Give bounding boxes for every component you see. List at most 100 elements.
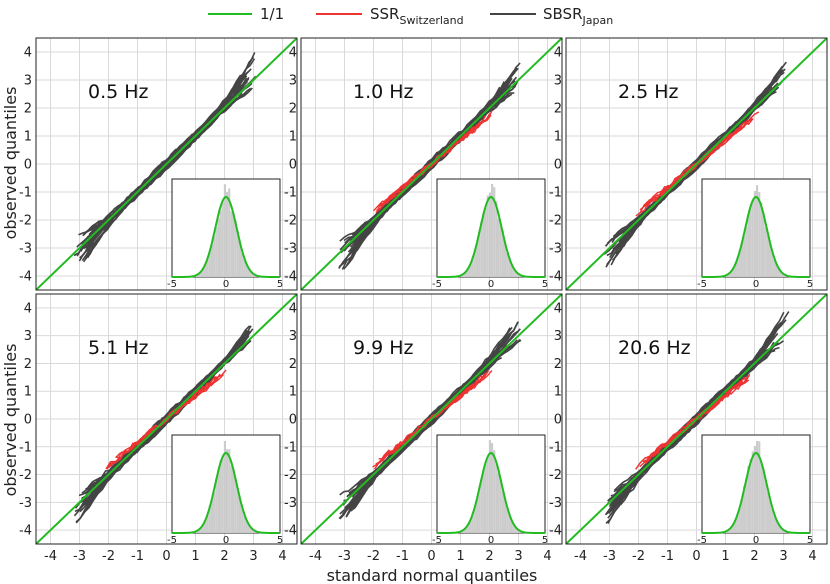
frequency-label: 9.9 Hz	[353, 337, 414, 359]
inset-hist-bar	[228, 188, 231, 277]
inset: -5 0 5	[167, 434, 283, 546]
inset-hist-bar	[493, 450, 496, 533]
inset-hist-bar	[773, 514, 776, 533]
inset-hist-bar	[497, 473, 500, 533]
inset-hist-bar	[758, 441, 761, 533]
inset-hist-bar	[510, 520, 513, 533]
inset-hist-bar	[732, 267, 735, 277]
inset-hist-bar	[499, 479, 502, 533]
x-tick-label: 2	[750, 549, 758, 564]
frequency-label: 0.5 Hz	[88, 81, 149, 103]
inset-hist-bar	[727, 273, 731, 277]
y-tick-label: -1	[549, 186, 562, 201]
inset-normal-curve	[702, 451, 810, 534]
inset-hist-bar	[753, 445, 756, 533]
inset-hist-bar	[217, 218, 220, 277]
y-tick-label: 0	[24, 158, 32, 173]
y-tick-label: -3	[19, 496, 32, 511]
y-tick-label: 2	[554, 102, 562, 117]
inset-hist-bar	[469, 520, 472, 533]
legend: 1/1 SSRSwitzerland SBSRJapan	[208, 5, 613, 27]
inset-hist-bar	[215, 478, 218, 533]
inset-hist-bar	[514, 527, 517, 533]
curves	[36, 294, 297, 544]
reference-line	[36, 294, 297, 544]
inset-hist-bar	[756, 185, 759, 277]
inset-x-tick-label: 0	[223, 279, 229, 290]
inset-hist-bar	[779, 527, 782, 533]
inset-hist-bar	[471, 258, 474, 277]
y-tick-label: -2	[284, 214, 297, 229]
inset-hist-bar	[745, 478, 748, 533]
inset-hist-bar	[764, 227, 767, 277]
inset-hist-bar	[202, 524, 205, 533]
y-tick-label: -3	[549, 496, 562, 511]
x-tick-label: -2	[102, 549, 115, 564]
y-tick-label: 2	[289, 102, 297, 117]
inset-hist-bar	[228, 449, 231, 533]
y-tick-label: 1	[289, 385, 297, 400]
legend-ssr-label: SSRSwitzerland	[370, 5, 464, 27]
inset-hist-bar	[779, 271, 782, 277]
inset-hist-bar	[516, 529, 520, 533]
x-tick-label: -3	[603, 549, 616, 564]
inset-hist-bar	[756, 440, 759, 533]
inset-hist-bar	[753, 191, 756, 277]
legend-sbsr-sub: Japan	[582, 14, 614, 27]
inset-hist-bar	[200, 271, 203, 277]
inset-hist-bar	[462, 529, 466, 533]
x-tick-label: 0	[692, 549, 700, 564]
inset-hist-bar	[223, 184, 226, 277]
inset-hist-bar	[501, 491, 504, 533]
y-tick-label: -1	[549, 440, 562, 455]
reference-line	[301, 38, 562, 290]
inset-normal-curve	[702, 195, 810, 278]
inset-hist-bar	[486, 195, 489, 277]
y-tick-label: -3	[284, 496, 297, 511]
sbsr-series	[87, 343, 237, 488]
inset-hist-bar	[213, 492, 216, 533]
frequency-label: 1.0 Hz	[353, 81, 414, 103]
x-tick-label: 1	[721, 549, 729, 564]
reference-line	[566, 294, 827, 544]
y-tick-label: -2	[549, 214, 562, 229]
sbsr-series	[340, 71, 516, 254]
y-tick-label: 3	[24, 329, 32, 344]
inset-hist-bar	[495, 464, 498, 533]
inset-hist-bar	[781, 529, 785, 533]
inset-hist-bar	[210, 500, 214, 533]
x-tick-label: -4	[309, 549, 322, 564]
inset-x-tick-label: -5	[432, 279, 442, 290]
plot-frame	[565, 293, 828, 545]
y-tick-label: 3	[554, 74, 562, 89]
plot-frame	[300, 37, 563, 291]
y-tick-label: 2	[24, 102, 32, 117]
inset-hist-bar	[768, 500, 772, 533]
inset-hist-bar	[478, 232, 481, 277]
inset-hist-bar	[238, 241, 242, 277]
inset-hist-bar	[491, 443, 494, 533]
inset-hist-bar	[462, 273, 466, 277]
inset-hist-bar	[241, 252, 244, 277]
curves	[301, 294, 562, 544]
y-tick-label: -1	[19, 440, 32, 455]
inset-hist-bar	[734, 264, 737, 277]
y-tick-label: 3	[24, 74, 32, 89]
x-axis-label: standard normal quantiles	[327, 566, 538, 584]
inset-hist-bar	[730, 271, 733, 277]
inset-hist-bar	[226, 191, 229, 277]
y-axis-label-top: observed quantiles	[1, 87, 20, 240]
y-tick-label: -3	[549, 242, 562, 257]
x-tick-label: -3	[73, 549, 86, 564]
inset-hist-bar	[243, 515, 246, 533]
panel-0: 0.5 Hz -4 -3 -2 -1 0 1 2 3 4 -5 0 5	[19, 37, 298, 291]
inset-hist-bar	[730, 527, 733, 533]
y-tick-label: -4	[284, 524, 297, 539]
inset-hist-bar	[232, 469, 235, 533]
y-tick-label: 0	[289, 158, 297, 173]
inset-hist-bar	[484, 208, 487, 277]
inset-hist-bar	[473, 506, 476, 533]
inset-hist-bar	[736, 514, 739, 533]
y-tick-label: 0	[554, 413, 562, 428]
